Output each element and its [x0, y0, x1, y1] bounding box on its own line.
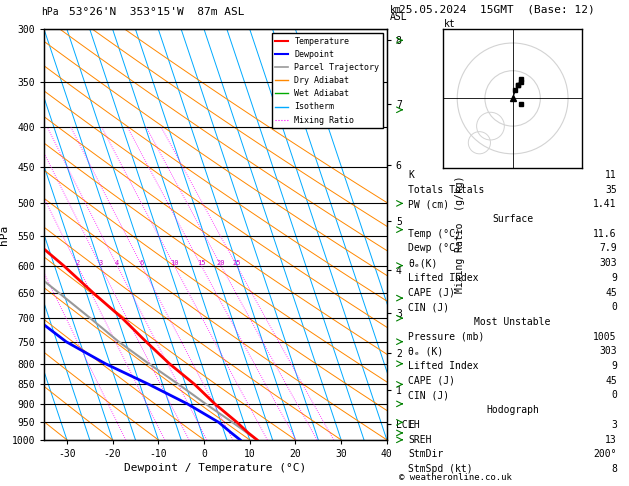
- Text: CIN (J): CIN (J): [408, 302, 450, 312]
- Text: 6: 6: [140, 260, 144, 265]
- Text: StmDir: StmDir: [408, 449, 443, 459]
- Text: 45: 45: [605, 288, 617, 297]
- Text: Pressure (mb): Pressure (mb): [408, 331, 485, 342]
- Text: Hodograph: Hodograph: [486, 405, 539, 415]
- Text: 10: 10: [170, 260, 179, 265]
- Text: km: km: [390, 4, 402, 15]
- Text: hPa: hPa: [41, 7, 58, 17]
- Text: © weatheronline.co.uk: © weatheronline.co.uk: [399, 473, 512, 482]
- Text: Temp (°C): Temp (°C): [408, 229, 461, 239]
- Text: 13: 13: [605, 434, 617, 445]
- Text: CAPE (J): CAPE (J): [408, 288, 455, 297]
- Y-axis label: hPa: hPa: [0, 225, 9, 244]
- Text: 200°: 200°: [593, 449, 617, 459]
- Text: 303: 303: [599, 258, 617, 268]
- Text: CAPE (J): CAPE (J): [408, 376, 455, 386]
- Text: 0: 0: [611, 390, 617, 400]
- Text: 9: 9: [611, 361, 617, 371]
- Text: Totals Totals: Totals Totals: [408, 185, 485, 195]
- Text: Lifted Index: Lifted Index: [408, 361, 479, 371]
- Text: 11.6: 11.6: [593, 229, 617, 239]
- Text: 8: 8: [611, 464, 617, 474]
- Text: Most Unstable: Most Unstable: [474, 317, 551, 327]
- Text: 0: 0: [611, 302, 617, 312]
- Text: 11: 11: [605, 170, 617, 180]
- Text: θₑ(K): θₑ(K): [408, 258, 438, 268]
- Text: 25.05.2024  15GMT  (Base: 12): 25.05.2024 15GMT (Base: 12): [399, 4, 595, 15]
- Text: EH: EH: [408, 420, 420, 430]
- Text: CIN (J): CIN (J): [408, 390, 450, 400]
- Text: SREH: SREH: [408, 434, 432, 445]
- Text: Surface: Surface: [492, 214, 533, 224]
- Text: 35: 35: [605, 185, 617, 195]
- X-axis label: Dewpoint / Temperature (°C): Dewpoint / Temperature (°C): [125, 463, 306, 473]
- Text: K: K: [408, 170, 415, 180]
- Text: Dewp (°C): Dewp (°C): [408, 243, 461, 254]
- Text: kt: kt: [443, 19, 455, 29]
- Text: 3: 3: [611, 420, 617, 430]
- Text: 4: 4: [115, 260, 120, 265]
- Text: 1005: 1005: [593, 331, 617, 342]
- Text: Lifted Index: Lifted Index: [408, 273, 479, 283]
- Text: 3: 3: [98, 260, 103, 265]
- Text: 2: 2: [75, 260, 80, 265]
- Text: StmSpd (kt): StmSpd (kt): [408, 464, 473, 474]
- Text: 45: 45: [605, 376, 617, 386]
- Text: 25: 25: [232, 260, 241, 265]
- Legend: Temperature, Dewpoint, Parcel Trajectory, Dry Adiabat, Wet Adiabat, Isotherm, Mi: Temperature, Dewpoint, Parcel Trajectory…: [272, 34, 382, 128]
- Text: ASL: ASL: [390, 12, 408, 22]
- Text: 9: 9: [611, 273, 617, 283]
- Text: 1.41: 1.41: [593, 199, 617, 209]
- Text: 7.9: 7.9: [599, 243, 617, 254]
- Text: θₑ (K): θₑ (K): [408, 347, 443, 356]
- Y-axis label: Mixing Ratio  (g/kg): Mixing Ratio (g/kg): [455, 176, 465, 293]
- Text: 53°26'N  353°15'W  87m ASL: 53°26'N 353°15'W 87m ASL: [69, 7, 245, 17]
- Text: 20: 20: [217, 260, 225, 265]
- Text: 15: 15: [197, 260, 206, 265]
- Text: 303: 303: [599, 347, 617, 356]
- Text: PW (cm): PW (cm): [408, 199, 450, 209]
